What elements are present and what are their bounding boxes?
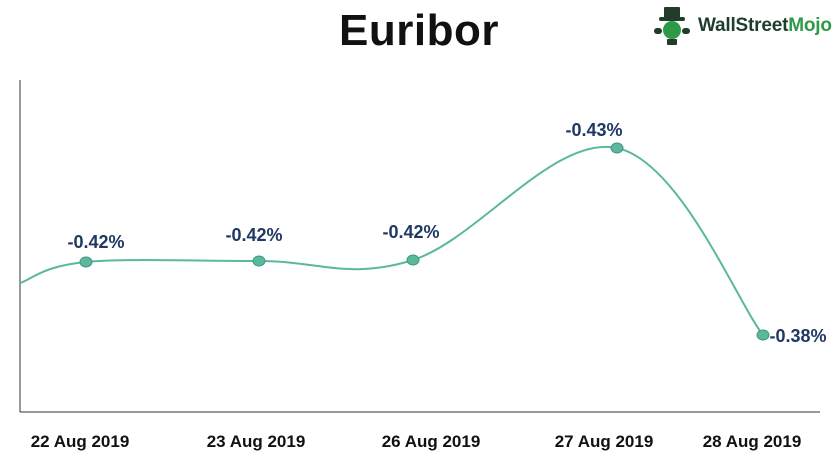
chart-title: Euribor [339,6,499,55]
data-point-marker [610,142,624,154]
data-point-marker [756,329,770,341]
brand-name: WallStreetMojo [698,15,832,36]
data-point-marker [79,256,93,268]
data-point-marker [406,254,420,266]
x-tick-label: 26 Aug 2019 [382,432,481,451]
x-tick-label: 22 Aug 2019 [31,432,130,451]
data-label: -0.42% [382,222,439,242]
x-tick-label: 23 Aug 2019 [207,432,306,451]
data-label: -0.42% [225,225,282,245]
brand-logo: WallStreetMojo [652,6,832,46]
data-point-marker [252,255,266,267]
data-label: -0.42% [67,232,124,252]
series-line [19,145,764,336]
mascot-logo-icon [654,7,690,45]
x-tick-label: 27 Aug 2019 [555,432,654,451]
data-label: -0.43% [565,120,622,140]
data-label: -0.38% [769,326,826,346]
x-tick-label: 28 Aug 2019 [703,432,802,451]
